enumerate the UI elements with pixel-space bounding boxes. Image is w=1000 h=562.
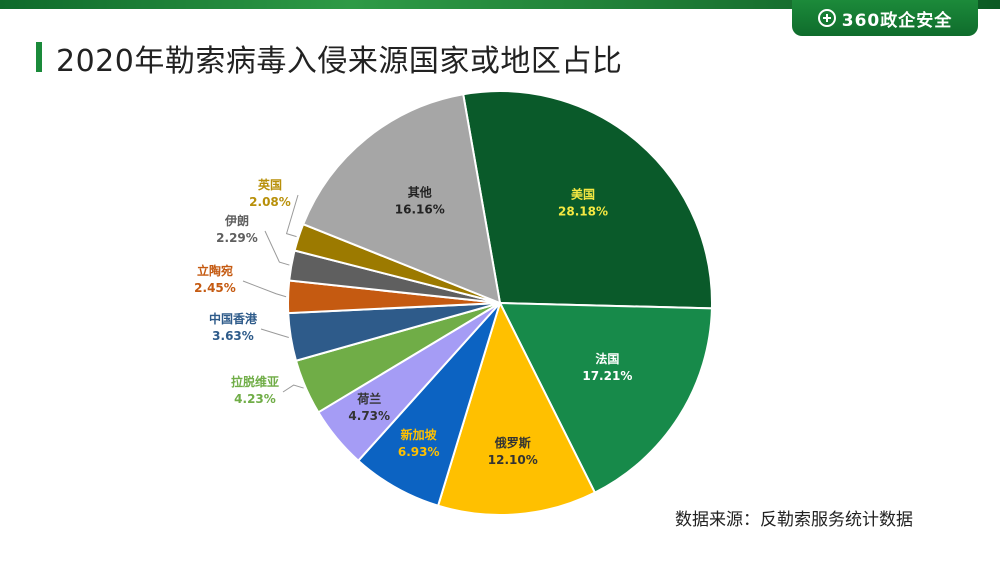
slice-label-4: 荷兰 xyxy=(356,391,381,406)
brand-name: 360政企安全 xyxy=(841,10,953,31)
leader-line-9 xyxy=(285,194,299,238)
slice-labels: 美国 28.18% 法国 17.21% 俄罗斯 12.10% 新加坡 6.93% 荷兰 4.73%… xyxy=(194,177,632,467)
slice-value-4: 4.73% xyxy=(348,409,390,423)
slice-value-2: 12.10% xyxy=(488,453,538,467)
slice-label-10: 其他 xyxy=(408,184,432,199)
slice-label-7: 立陶宛 xyxy=(197,263,233,278)
leader-lines xyxy=(242,194,304,393)
slice-value-7: 2.45% xyxy=(194,281,236,295)
title-accent-bar xyxy=(36,42,42,72)
data-source-note: 数据来源：反勒索服务统计数据 xyxy=(675,510,913,530)
leader-line-6 xyxy=(260,328,289,338)
slice-label-1: 法国 xyxy=(595,351,619,366)
top-decor-band xyxy=(0,0,1000,9)
slice-label-6: 中国香港 xyxy=(209,311,258,326)
brand-logo-icon xyxy=(817,9,836,27)
pie-slices xyxy=(287,90,713,516)
page-title: 2020年勒索病毒入侵来源国家或地区占比 xyxy=(56,44,623,79)
slice-value-3: 6.93% xyxy=(398,445,440,459)
slice-label-3: 新加坡 xyxy=(401,427,438,442)
slice-label-5: 拉脱维亚 xyxy=(231,374,279,389)
slice-value-6: 3.63% xyxy=(212,329,254,343)
pie-slice-2 xyxy=(436,300,597,516)
brand-tab: 360政企安全 xyxy=(792,0,978,36)
slice-label-9: 英国 xyxy=(258,177,282,192)
slice-label-8: 伊朗 xyxy=(224,213,249,228)
pie-slice-10 xyxy=(301,93,502,305)
slice-value-10: 16.16% xyxy=(395,202,445,216)
slice-label-0: 美国 xyxy=(571,187,595,202)
slice-value-1: 17.21% xyxy=(582,369,632,383)
slice-value-9: 2.08% xyxy=(249,195,291,209)
pie-slice-1 xyxy=(498,301,713,494)
leader-line-7 xyxy=(242,280,287,298)
slice-label-2: 俄罗斯 xyxy=(494,435,531,450)
leader-line-5 xyxy=(282,384,304,393)
slice-value-0: 28.18% xyxy=(558,205,608,219)
slice-value-5: 4.23% xyxy=(234,392,276,406)
pie-slice-0 xyxy=(462,90,713,310)
leader-line-8 xyxy=(264,230,290,266)
slice-value-8: 2.29% xyxy=(216,231,258,245)
